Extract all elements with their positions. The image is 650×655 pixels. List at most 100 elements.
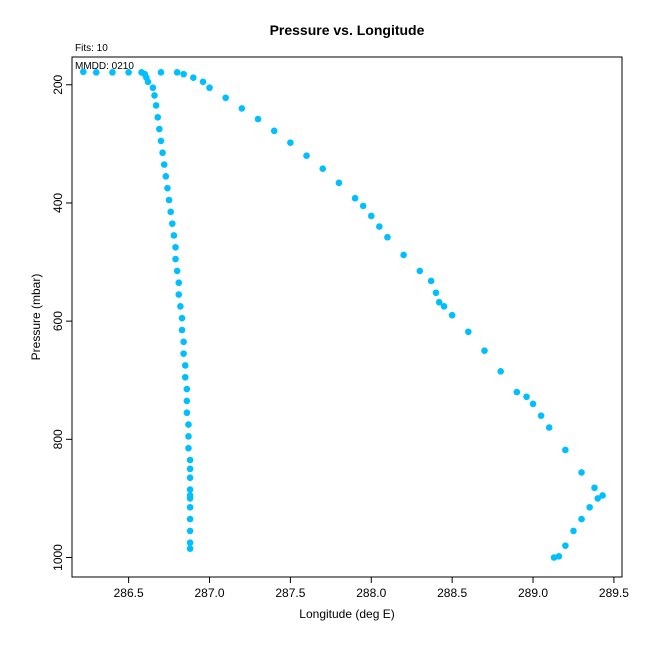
data-point: [168, 220, 176, 227]
data-point: [180, 338, 187, 346]
data-point: [186, 503, 194, 511]
y-tick-label: 800: [51, 429, 65, 449]
data-point: [186, 515, 194, 523]
data-point: [183, 397, 191, 405]
data-point: [186, 492, 194, 499]
x-axis: 286.5 287.0 287.5 288.0 288.5 289.0 289.5: [114, 577, 629, 600]
mmdd-annotation: MMDD: 0210: [75, 61, 134, 72]
data-point: [335, 179, 343, 187]
y-tick-label: 1000: [51, 544, 65, 571]
data-point: [529, 400, 537, 408]
data-point: [183, 409, 191, 417]
data-point: [186, 545, 194, 552]
data-point: [181, 362, 189, 369]
data-point: [562, 542, 569, 549]
data-point: [376, 223, 383, 230]
x-tick-label: 289.0: [518, 586, 548, 600]
data-point: [92, 69, 100, 76]
data-point: [185, 444, 192, 452]
data-point: [160, 161, 168, 168]
data-point: [591, 484, 598, 492]
data-point: [157, 137, 165, 145]
data-point: [432, 289, 440, 297]
data-point: [319, 165, 327, 172]
data-point: [170, 232, 178, 239]
data-point: [303, 152, 310, 159]
data-point: [181, 373, 189, 381]
data-point: [351, 194, 359, 202]
x-tick-label: 289.5: [599, 586, 629, 600]
data-point: [152, 102, 160, 109]
data-point: [162, 173, 170, 180]
data-point: [183, 385, 191, 393]
data-point: [186, 486, 194, 493]
data-point: [173, 267, 181, 275]
data-point: [178, 314, 186, 322]
data-point: [550, 554, 558, 561]
x-tick-label: 287.5: [275, 586, 305, 600]
y-tick-label: 200: [51, 74, 65, 94]
data-point: [173, 69, 181, 76]
data-point: [222, 94, 229, 102]
data-point: [199, 78, 207, 86]
data-point: [172, 243, 179, 251]
data-point: [156, 125, 163, 133]
data-point: [599, 492, 606, 499]
data-point: [164, 184, 171, 192]
data-point: [175, 291, 183, 298]
data-point: [416, 267, 424, 275]
data-point: [270, 127, 278, 135]
data-point: [448, 311, 456, 319]
x-tick-label: 288.0: [356, 586, 386, 600]
data-point: [109, 69, 116, 76]
data-point: [159, 149, 166, 157]
data-point: [178, 326, 186, 334]
data-point: [167, 208, 174, 216]
data-point: [190, 74, 197, 81]
fits-annotation: Fits: 10: [75, 43, 108, 54]
data-point: [523, 393, 530, 401]
data-point: [185, 421, 192, 428]
x-axis-label: Longitude (deg E): [299, 607, 394, 621]
data-point: [185, 433, 192, 440]
data-point: [497, 368, 504, 375]
x-tick-label: 286.5: [114, 586, 144, 600]
data-point: [186, 539, 194, 547]
data-point: [157, 69, 165, 76]
data-point: [367, 212, 375, 220]
data-point: [545, 424, 553, 431]
data-point: [287, 139, 294, 146]
plot-area: [71, 56, 623, 578]
data-point: [384, 233, 391, 241]
data-point: [206, 84, 213, 92]
data-point: [238, 105, 246, 112]
data-point: [172, 255, 179, 263]
y-axis: 200 400 600 800 1000: [51, 74, 72, 571]
data-point: [125, 69, 132, 76]
data-point: [537, 412, 545, 419]
data-point: [400, 251, 407, 259]
data-point: [427, 277, 435, 285]
data-point: [435, 298, 443, 306]
data-point: [186, 527, 194, 535]
data-point: [594, 495, 602, 502]
data-point: [578, 469, 585, 476]
data-point: [254, 115, 262, 123]
chart-title: Pressure vs. Longitude: [270, 22, 425, 38]
data-point: [570, 527, 577, 535]
y-axis-label: Pressure (mbar): [29, 274, 43, 361]
data-point: [151, 92, 158, 99]
data-point: [180, 70, 187, 78]
data-point: [138, 69, 145, 76]
x-tick-label: 287.0: [194, 586, 224, 600]
data-point: [186, 456, 194, 464]
x-tick-label: 288.5: [437, 586, 467, 600]
data-point: [186, 465, 194, 473]
data-point: [359, 202, 367, 210]
data-point: [175, 279, 183, 287]
y-tick-label: 600: [51, 311, 65, 331]
plot-frame: [71, 56, 623, 578]
data-point: [177, 303, 184, 310]
data-point: [149, 84, 157, 92]
